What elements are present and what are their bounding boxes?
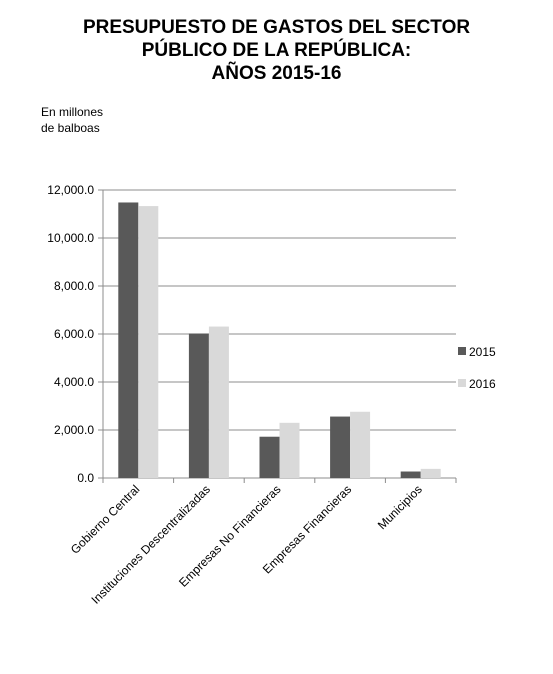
y-tick-label: 8,000.0	[54, 279, 94, 293]
x-category-label: Instituciones Descentralizadas	[89, 482, 214, 607]
x-category-label: Gobierno Central	[68, 482, 143, 557]
y-axis-unit-line-1: En millones	[41, 105, 104, 119]
y-tick-label: 12,000.0	[47, 183, 94, 197]
legend-label-2016: 2016	[469, 377, 496, 391]
y-tick-label: 0.0	[77, 471, 94, 485]
bar-2016-0	[138, 206, 159, 478]
legend-swatch-2016	[458, 379, 466, 387]
legend-label-2015: 2015	[469, 345, 496, 359]
chart-title-line-2: PÚBLICO DE LA REPÚBLICA:	[141, 40, 412, 61]
x-category-label: Municipios	[375, 482, 425, 532]
y-tick-label: 2,000.0	[54, 423, 94, 437]
y-tick-label: 4,000.0	[54, 375, 94, 389]
chart-title-line-1: PRESUPUESTO DE GASTOS DEL SECTOR	[82, 17, 471, 38]
bar-2016-2	[279, 422, 300, 478]
legend-swatch-2015	[458, 347, 466, 355]
y-axis-unit-label: En millones de balboas	[41, 104, 103, 136]
bar-2016-3	[350, 411, 371, 478]
bar-2015-3	[330, 416, 351, 478]
bar-2016-1	[208, 326, 229, 478]
bar-2015-4	[400, 471, 421, 478]
bar-2016-4	[420, 468, 441, 478]
chart-title-line-3: AÑOS 2015-16	[211, 63, 342, 84]
y-axis-unit-line-2: de balboas	[41, 121, 100, 135]
chart-title: PRESUPUESTO DE GASTOS DEL SECTOR PÚBLICO…	[0, 16, 553, 85]
bar-2015-2	[259, 436, 280, 478]
y-tick-label: 6,000.0	[54, 327, 94, 341]
bar-2015-0	[118, 202, 139, 479]
y-tick-label: 10,000.0	[47, 231, 94, 245]
bar-2015-1	[188, 333, 209, 478]
